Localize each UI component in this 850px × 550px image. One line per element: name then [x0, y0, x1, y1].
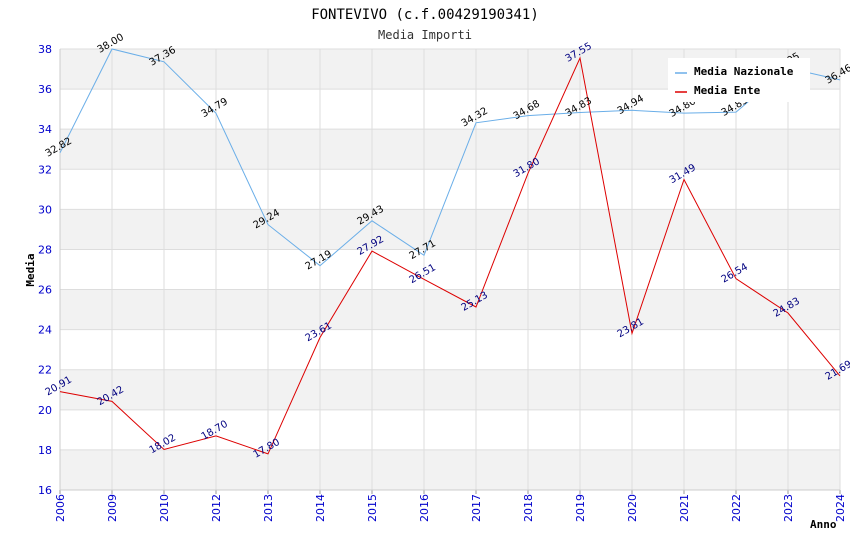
x-tick-label: 2018	[522, 494, 535, 522]
y-tick-label: 18	[38, 444, 52, 457]
data-label-nazionale: 34.83	[564, 95, 594, 119]
x-axis-label: Anno	[810, 518, 837, 531]
x-tick-label: 2023	[782, 494, 795, 522]
data-label-nazionale: 34.79	[200, 96, 230, 120]
x-tick-label: 2021	[678, 494, 691, 522]
data-label-ente: 26.54	[720, 262, 750, 286]
legend-label-ente: Media Ente	[694, 84, 761, 97]
y-tick-labels: 16 18 20 22 24 26 28 30 32 34 36 38	[38, 43, 52, 497]
series-lines	[59, 48, 841, 455]
x-tick-label: 2022	[730, 494, 743, 522]
legend-box	[668, 58, 810, 102]
y-tick-label: 30	[38, 203, 52, 216]
x-tick-labels: 2006 2009 2010 2012 2013 2014 2015 2016 2017 2018…	[54, 494, 847, 522]
y-tick-label: 16	[38, 484, 52, 497]
x-tick-label: 2006	[54, 494, 67, 522]
legend: Media Nazionale Media Ente	[668, 58, 810, 102]
chart-subtitle: Media Importi	[378, 28, 472, 42]
x-tick-label: 2014	[314, 494, 327, 522]
x-tick-label: 2015	[366, 494, 379, 522]
legend-label-nazionale: Media Nazionale	[694, 65, 794, 78]
y-tick-label: 28	[38, 243, 52, 256]
x-tick-label: 2013	[262, 494, 275, 522]
y-tick-label: 22	[38, 364, 52, 377]
grid-band	[60, 449, 840, 490]
chart-title: FONTEVIVO (c.f.00429190341)	[311, 7, 539, 23]
y-tick-label: 20	[38, 404, 52, 417]
x-tick-label: 2017	[470, 494, 483, 522]
y-axis-label: Media	[24, 253, 37, 286]
y-tick-label: 32	[38, 163, 52, 176]
y-tick-label: 38	[38, 43, 52, 56]
x-tick-label: 2019	[574, 494, 587, 522]
data-label-ente: 26.51	[408, 262, 438, 286]
x-tick-label: 2016	[418, 494, 431, 522]
x-tick-label: 2012	[210, 494, 223, 522]
x-tick-label: 2024	[834, 494, 847, 522]
y-tick-label: 26	[38, 284, 52, 297]
series-line-media-ente	[59, 56, 841, 455]
y-tick-label: 34	[38, 123, 52, 136]
series-line-media-nazionale	[59, 48, 841, 267]
x-tick-label: 2010	[158, 494, 171, 522]
grid-band	[60, 289, 840, 330]
x-tick-label: 2009	[106, 494, 119, 522]
data-label-nazionale: 34.68	[512, 98, 542, 122]
grid-band	[60, 129, 840, 170]
y-tick-label: 24	[38, 324, 52, 337]
grid-band	[60, 209, 840, 250]
axes	[59, 49, 841, 494]
data-label-nazionale: 27.19	[304, 249, 334, 273]
x-tick-label: 2020	[626, 494, 639, 522]
data-label-nazionale: 34.94	[616, 93, 646, 117]
y-tick-label: 36	[38, 83, 52, 96]
grid-band	[60, 369, 840, 410]
